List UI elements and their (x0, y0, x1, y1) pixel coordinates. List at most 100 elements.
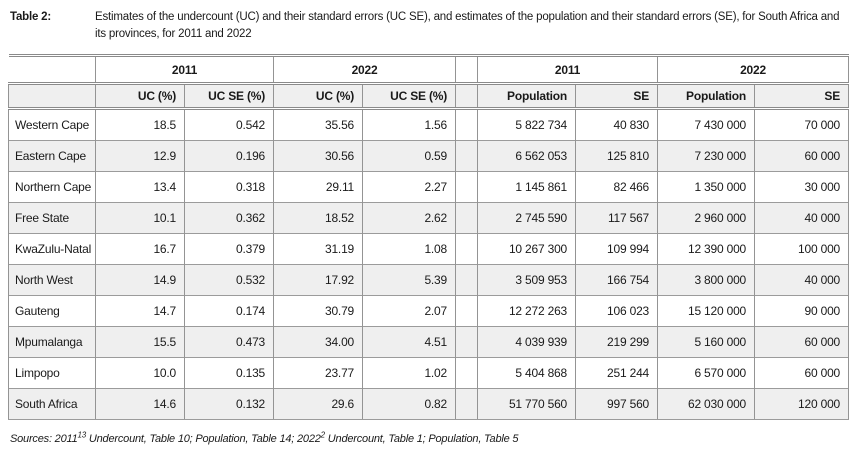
value-cell: 0.82 (362, 388, 457, 421)
table-row: South Africa 14.6 0.132 29.6 0.82 51 770 560 9… (8, 388, 850, 421)
province-name: Northern Cape (8, 171, 96, 203)
value-cell: 100 000 (754, 233, 850, 265)
spacer-cell (455, 171, 479, 203)
value-cell: 3 800 000 (657, 264, 756, 296)
spacer-cell (455, 140, 479, 172)
value-cell: 0.532 (184, 264, 275, 296)
value-cell: 4.51 (362, 326, 457, 358)
spacer-cell (455, 54, 479, 84)
value-cell: 18.5 (95, 107, 185, 141)
value-cell: 0.132 (184, 388, 275, 421)
table-row: Eastern Cape 12.9 0.196 30.56 0.59 6 562 053 1… (8, 140, 850, 172)
value-cell: 0.318 (184, 171, 275, 203)
value-cell: 106 023 (575, 295, 659, 327)
value-cell: 14.6 (95, 388, 185, 421)
value-cell: 2 960 000 (657, 202, 756, 234)
spacer-cell (455, 295, 479, 327)
spacer-cell (455, 233, 479, 265)
spacer-cell (455, 357, 479, 389)
column-header-row: UC (%) UC SE (%) UC (%) UC SE (%) Popula… (8, 82, 850, 109)
value-cell: 90 000 (754, 295, 850, 327)
value-cell: 997 560 (575, 388, 659, 421)
source-superscript-2: 2 (320, 430, 325, 440)
table-row: Limpopo 10.0 0.135 23.77 1.02 5 404 868 251 24… (8, 357, 850, 389)
value-cell: 5 404 868 (477, 357, 577, 389)
province-name: Eastern Cape (8, 140, 96, 172)
col-header-uc-2022: UC (%) (273, 82, 364, 109)
value-cell: 29.11 (273, 171, 364, 203)
value-cell: 2 745 590 (477, 202, 577, 234)
table-row: Free State 10.1 0.362 18.52 2.62 2 745 590 117… (8, 202, 850, 234)
table-number-label: Table 2: (10, 11, 52, 23)
value-cell: 7 430 000 (657, 107, 756, 141)
value-cell: 0.473 (184, 326, 275, 358)
value-cell: 40 000 (754, 264, 850, 296)
value-cell: 0.196 (184, 140, 275, 172)
value-cell: 23.77 (273, 357, 364, 389)
value-cell: 0.542 (184, 107, 275, 141)
province-name: Western Cape (8, 107, 96, 141)
value-cell: 17.92 (273, 264, 364, 296)
spacer-cell (455, 107, 479, 141)
value-cell: 15.5 (95, 326, 185, 358)
value-cell: 0.362 (184, 202, 275, 234)
value-cell: 18.52 (273, 202, 364, 234)
value-cell: 219 299 (575, 326, 659, 358)
table-row: North West 14.9 0.532 17.92 5.39 3 509 953 166… (8, 264, 850, 296)
value-cell: 30.56 (273, 140, 364, 172)
value-cell: 13.4 (95, 171, 185, 203)
province-name: KwaZulu-Natal (8, 233, 96, 265)
value-cell: 35.56 (273, 107, 364, 141)
corner-blank-cell (8, 54, 96, 84)
table-row: Gauteng 14.7 0.174 30.79 2.07 12 272 263 106 0… (8, 295, 850, 327)
value-cell: 34.00 (273, 326, 364, 358)
value-cell: 12.9 (95, 140, 185, 172)
source-superscript-1: 13 (77, 430, 87, 440)
year-group-uc-2011: 2011 (95, 54, 275, 84)
province-name: Mpumalanga (8, 326, 96, 358)
table-caption: Table 2: Estimates of the undercount (UC… (10, 9, 846, 42)
value-cell: 60 000 (754, 357, 850, 389)
table-title-text: Estimates of the undercount (UC) and the… (95, 11, 840, 40)
value-cell: 10 267 300 (477, 233, 577, 265)
spacer-cell (455, 264, 479, 296)
value-cell: 6 562 053 (477, 140, 577, 172)
value-cell: 82 466 (575, 171, 659, 203)
value-cell: 0.135 (184, 357, 275, 389)
year-group-uc-2022: 2022 (273, 54, 457, 84)
value-cell: 0.379 (184, 233, 275, 265)
table-row: Northern Cape 13.4 0.318 29.11 2.27 1 145 861… (8, 171, 850, 203)
value-cell: 15 120 000 (657, 295, 756, 327)
value-cell: 109 994 (575, 233, 659, 265)
table-row: Mpumalanga 15.5 0.473 34.00 4.51 4 039 939 219… (8, 326, 850, 358)
source-text-mid: Undercount, Table 10; Population, Table … (86, 433, 321, 446)
value-cell: 31.19 (273, 233, 364, 265)
value-cell: 0.59 (362, 140, 457, 172)
value-cell: 6 570 000 (657, 357, 756, 389)
province-name: North West (8, 264, 96, 296)
year-group-header-row: 2011 2022 2011 2022 (8, 54, 850, 84)
province-header-blank (8, 82, 96, 109)
value-cell: 166 754 (575, 264, 659, 296)
province-name: Limpopo (8, 357, 96, 389)
value-cell: 4 039 939 (477, 326, 577, 358)
value-cell: 12 390 000 (657, 233, 756, 265)
col-header-population-2011: Population (477, 82, 577, 109)
value-cell: 120 000 (754, 388, 850, 421)
source-text-suffix: Undercount, Table 1; Population, Table 5 (324, 433, 519, 446)
value-cell: 5 822 734 (477, 107, 577, 141)
value-cell: 40 830 (575, 107, 659, 141)
value-cell: 2.62 (362, 202, 457, 234)
value-cell: 2.07 (362, 295, 457, 327)
value-cell: 30.79 (273, 295, 364, 327)
value-cell: 29.6 (273, 388, 364, 421)
value-cell: 1.02 (362, 357, 457, 389)
value-cell: 3 509 953 (477, 264, 577, 296)
source-note: Sources: 201113 Undercount, Table 10; Po… (10, 430, 846, 446)
source-text-prefix: Sources: 2011 (10, 433, 78, 446)
value-cell: 51 770 560 (477, 388, 577, 421)
province-name: Free State (8, 202, 96, 234)
col-header-se-2011: SE (575, 82, 659, 109)
value-cell: 251 244 (575, 357, 659, 389)
table-row: Western Cape 18.5 0.542 35.56 1.56 5 822 734 4… (8, 107, 850, 141)
